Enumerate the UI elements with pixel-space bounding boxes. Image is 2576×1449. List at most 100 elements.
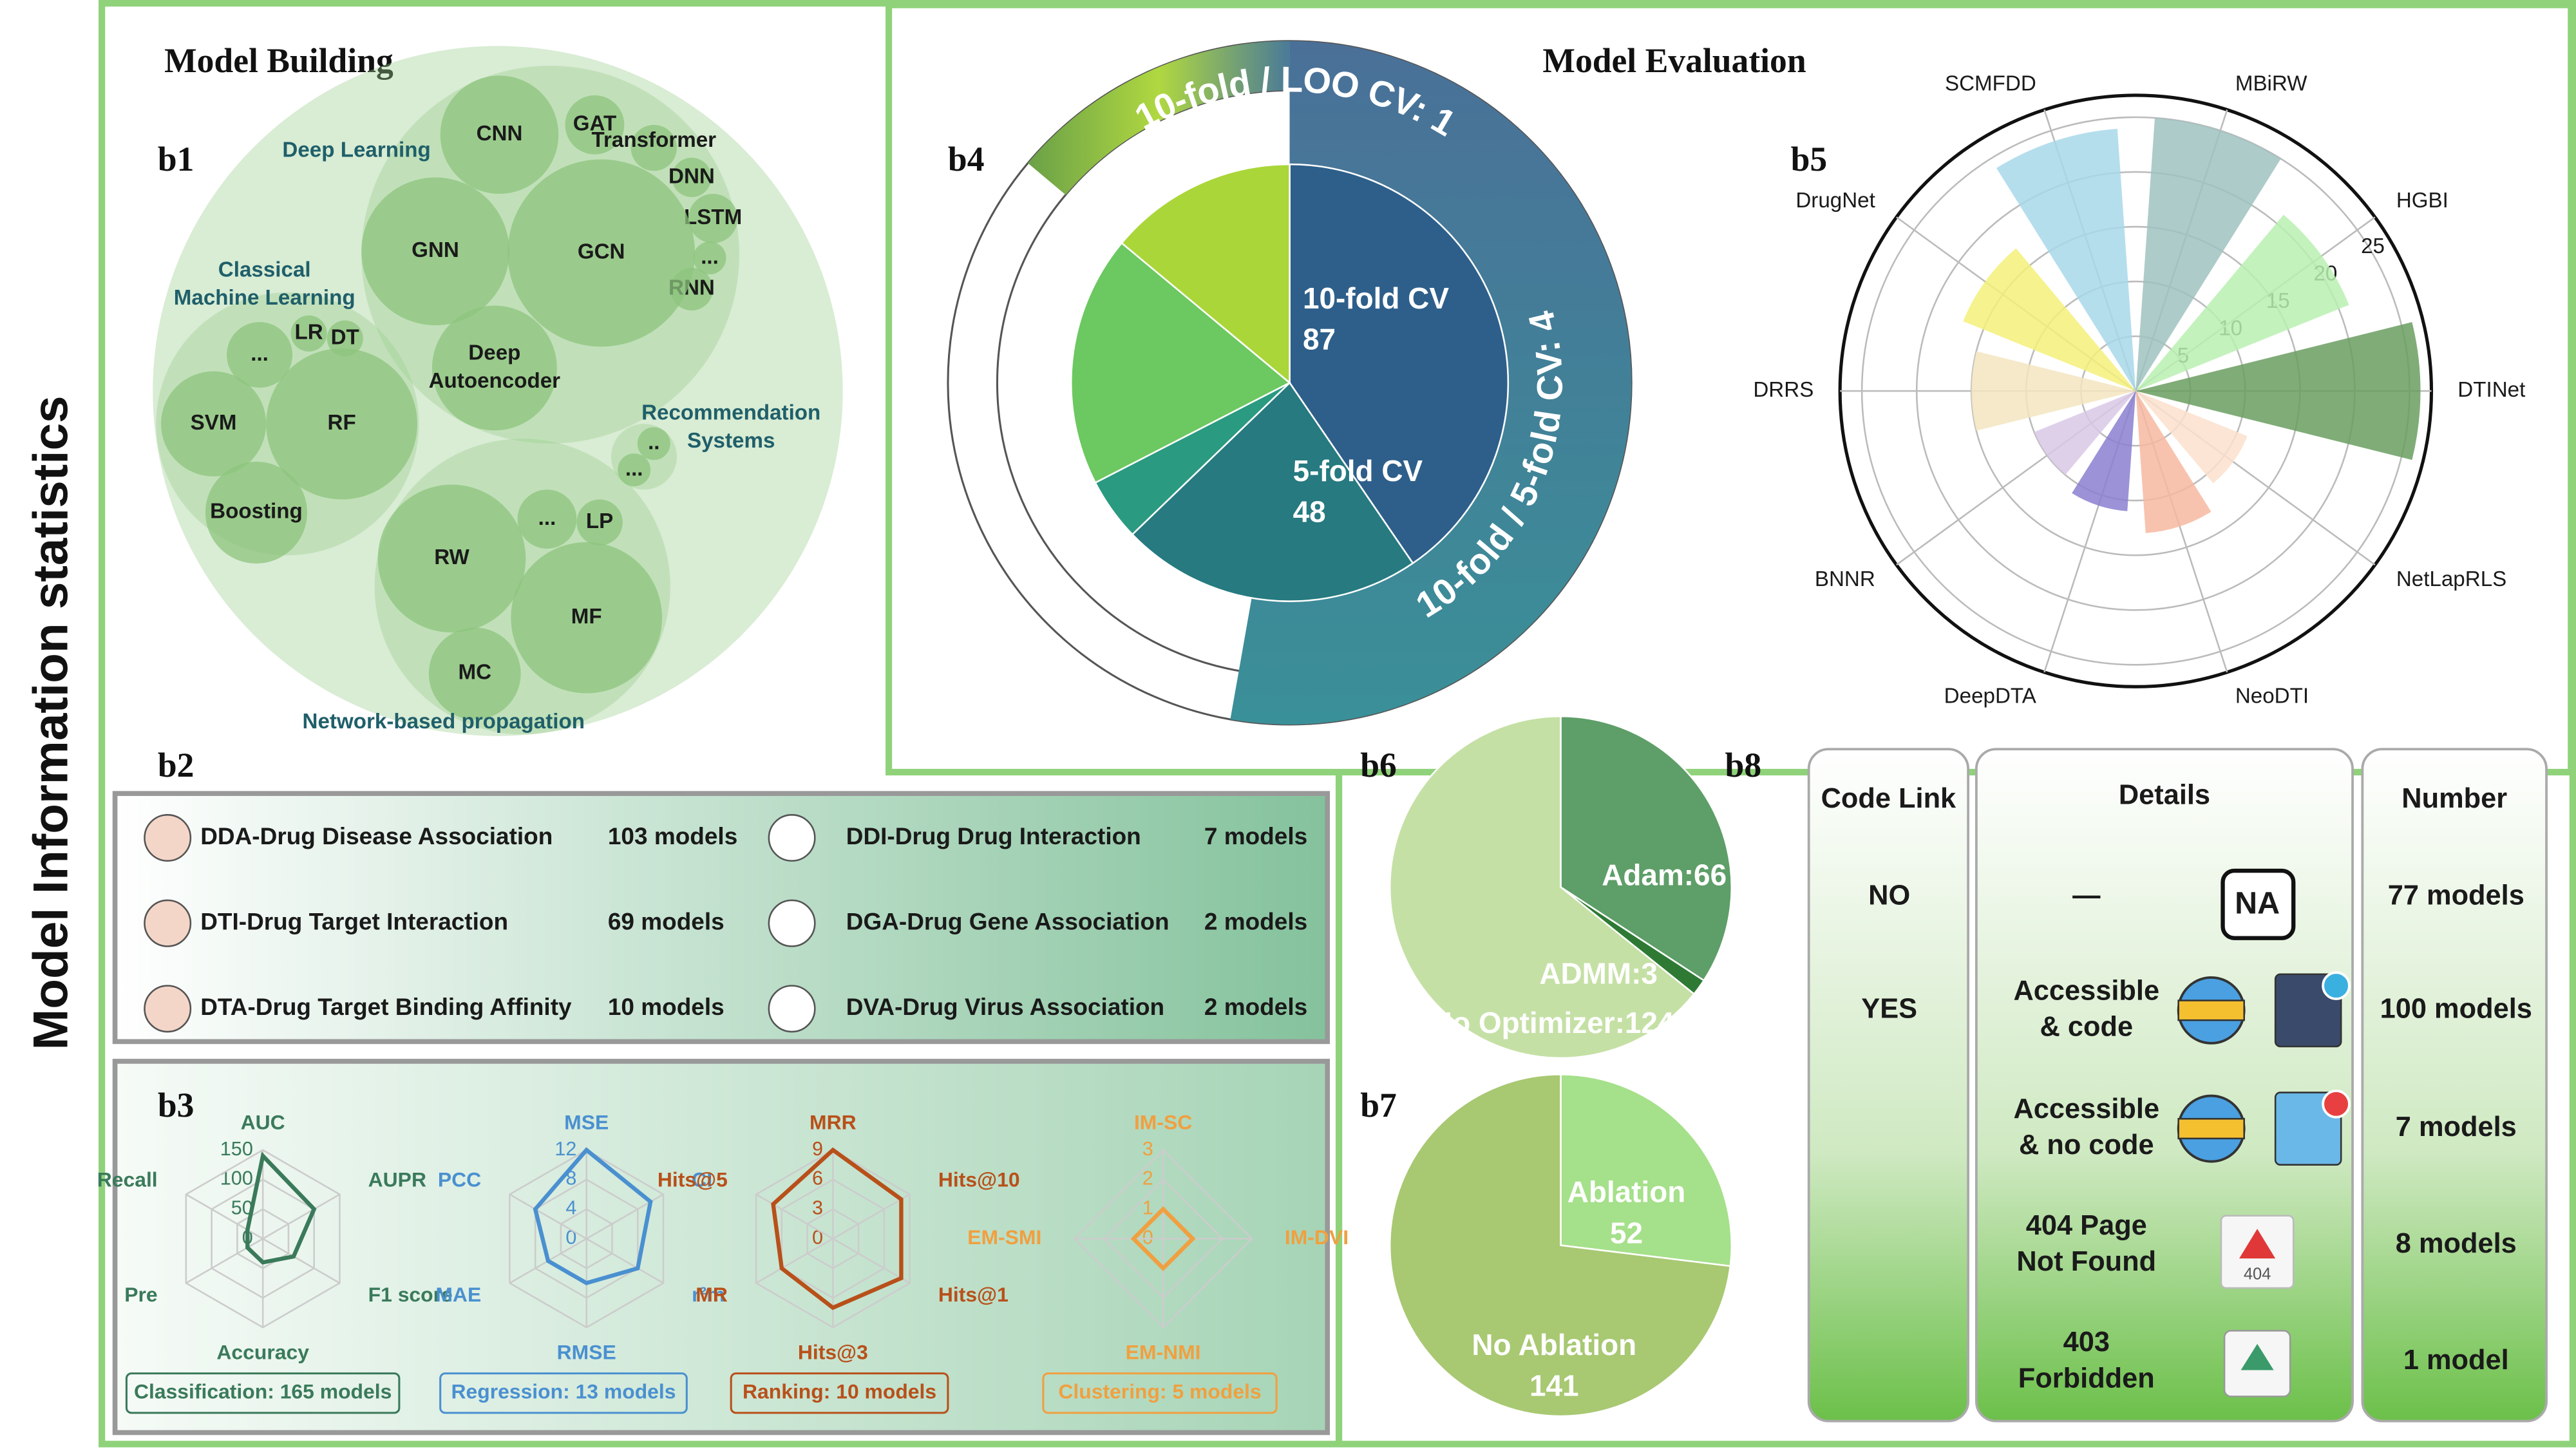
grid-line (1073, 1148, 1253, 1329)
heading: Model Evaluation (1542, 41, 1806, 80)
bubble (361, 177, 509, 326)
axis-line (185, 1193, 263, 1240)
column-header: Number (2401, 783, 2507, 814)
r-tick-label: 1 (1142, 1197, 1153, 1219)
bubble (507, 159, 696, 347)
category-label: SCMFDD (1945, 71, 2036, 95)
count-label: 69 models (608, 908, 724, 934)
bubble (511, 542, 663, 694)
number-text: 77 models (2388, 880, 2524, 911)
value-label: ADMM:3 (1539, 956, 1658, 990)
bubble (688, 194, 738, 243)
icon (144, 814, 192, 862)
task-label: DTI-Drug Target Interaction (200, 908, 508, 934)
r-tick-label: 0 (1142, 1227, 1153, 1249)
panel-label: b5 (1791, 140, 1828, 178)
panel-label: b3 (158, 1086, 194, 1124)
code-link: NO (1868, 880, 1910, 911)
detail-text: Accessible (2013, 975, 2159, 1006)
column-header: Details (2119, 780, 2210, 811)
bubble (517, 489, 577, 549)
value-label: Adam:66 (1602, 858, 1727, 891)
icon-text: NA (2235, 886, 2280, 920)
axis-label: AUC (241, 1110, 285, 1133)
b3-box (112, 1059, 1331, 1435)
legend-label: Regression: 13 models (451, 1380, 676, 1403)
value-label: 52 (1610, 1216, 1643, 1249)
bubble (290, 315, 327, 352)
evaluation-frame (885, 1, 2575, 776)
bubble (161, 371, 267, 477)
r-tick-label: 100 (220, 1168, 253, 1189)
icon-text: 404 (2244, 1265, 2271, 1283)
detail-text: Not Found (2016, 1246, 2156, 1277)
bubble-label: GCN (578, 240, 625, 264)
bubble (440, 75, 559, 194)
legend-box (125, 1372, 401, 1414)
bubble-label: SVM (191, 411, 237, 435)
bubble (327, 320, 363, 357)
r-tick-label: 25 (2361, 234, 2385, 258)
task-label: DDI-Drug Drug Interaction (846, 823, 1141, 849)
panel-label: b6 (1360, 746, 1397, 784)
icon (768, 985, 816, 1033)
panel-label: b2 (158, 746, 194, 784)
category-label: 5-fold CV (1293, 454, 1423, 488)
axis-label: Hits@5 (658, 1168, 728, 1191)
polar-bar (2136, 214, 2349, 392)
polar-bar (2136, 322, 2421, 460)
bubble-label: LSTM (684, 205, 742, 229)
bubble (266, 348, 417, 500)
polar-bar (2136, 391, 2248, 484)
count-label: 103 models (608, 823, 737, 849)
bubble-label: Autoencoder (429, 369, 561, 393)
axis-line (262, 1238, 341, 1284)
code-link: YES (1861, 993, 1917, 1024)
icon (768, 814, 816, 862)
number-text: 1 model (2403, 1345, 2509, 1376)
number-text: 7 models (2396, 1112, 2517, 1142)
pie-slice (1120, 163, 1291, 385)
bubble-label: MC (458, 661, 491, 685)
category-label: MBiRW (2235, 71, 2307, 95)
axis-line (832, 1193, 911, 1240)
bubble-label: Boosting (210, 500, 303, 524)
bubble-label: .. (648, 431, 659, 455)
bubble-label: DNN (668, 164, 715, 188)
bubble-label: RW (434, 545, 469, 569)
pie-slice (1070, 242, 1291, 484)
polar-bar (1971, 351, 2136, 431)
axis-label: MSE (564, 1110, 609, 1133)
detail-text: — (2072, 880, 2101, 911)
bubble-label: ... (625, 457, 643, 480)
bubble-label: ... (251, 342, 269, 366)
bubble-label: GNN (412, 238, 459, 262)
detail-text: 404 Page (2026, 1210, 2147, 1241)
group-label: Deep Learning (282, 138, 430, 162)
r-tick-label: 150 (220, 1138, 253, 1160)
bubble-label: DT (331, 325, 359, 349)
count-label: 2 models (1204, 994, 1307, 1020)
bubble-label: Deep (468, 341, 520, 365)
number-text: 8 models (2396, 1228, 2517, 1259)
panel-label: b8 (1725, 746, 1762, 784)
bubble (565, 95, 625, 155)
radar-area (533, 1147, 653, 1285)
bubble-label: LR (294, 321, 323, 345)
detail-text: Forbidden (2018, 1363, 2155, 1394)
bubble-label: RF (328, 411, 356, 435)
count-label: 2 models (1204, 908, 1307, 934)
axis-label: CI (692, 1168, 712, 1191)
axis-label: Accuracy (216, 1340, 309, 1363)
polar-bar (1996, 128, 2136, 392)
pie-slice (1131, 381, 1414, 602)
number-text: 100 models (2380, 993, 2532, 1024)
bubble-label: GAT (573, 112, 617, 136)
detail-text: & code (2040, 1011, 2134, 1042)
panel-label: b1 (158, 140, 194, 178)
bubble (431, 305, 557, 431)
icon (2177, 1117, 2245, 1140)
axis-line (832, 1238, 911, 1284)
axis-label: F1 score (368, 1283, 453, 1306)
axis-label: MAE (435, 1283, 481, 1306)
